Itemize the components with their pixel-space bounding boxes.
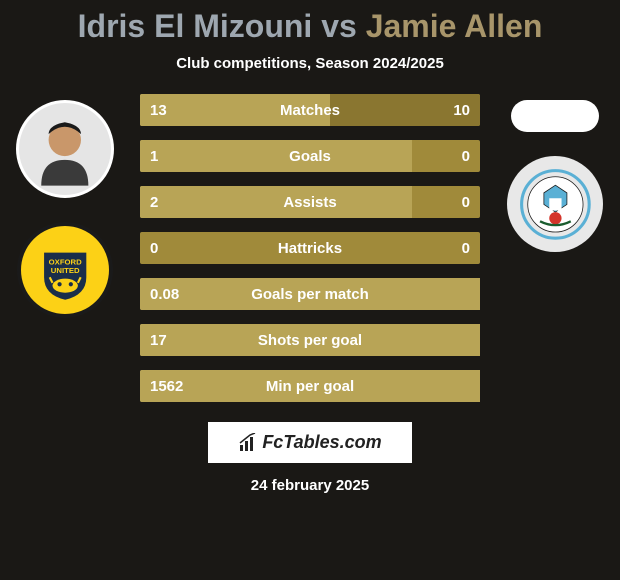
stat-row: 0.08Goals per match xyxy=(140,278,480,310)
stat-row: 1310Matches xyxy=(140,94,480,126)
player1-avatar xyxy=(16,100,114,198)
fctables-logo[interactable]: FcTables.com xyxy=(208,422,411,463)
logo-text: FcTables.com xyxy=(262,432,381,453)
stat-metric: Goals per match xyxy=(140,286,480,303)
player2-name: Jamie Allen xyxy=(366,8,543,44)
vs-text: vs xyxy=(321,8,357,44)
player1-club-badge: OXFORD UNITED xyxy=(17,222,113,318)
player1-name: Idris El Mizouni xyxy=(78,8,313,44)
player2-club-badge xyxy=(507,156,603,252)
comparison-card: Idris El Mizouni vs Jamie Allen Club com… xyxy=(0,0,620,580)
left-column: OXFORD UNITED xyxy=(10,94,120,318)
coventry-city-badge-icon xyxy=(517,166,594,243)
player1-avatar-icon xyxy=(28,112,102,186)
stat-row: 1562Min per goal xyxy=(140,370,480,402)
subtitle: Club competitions, Season 2024/2025 xyxy=(176,55,444,72)
stat-row: 17Shots per goal xyxy=(140,324,480,356)
date-text: 24 february 2025 xyxy=(251,477,369,494)
main-row: OXFORD UNITED 1310Matches 10Goals 20Assist… xyxy=(0,94,620,402)
stat-metric: Min per goal xyxy=(140,378,480,395)
stat-metric: Goals xyxy=(140,148,480,165)
player2-avatar xyxy=(511,100,599,132)
footer: FcTables.com 24 february 2025 xyxy=(208,422,411,494)
svg-text:OXFORD: OXFORD xyxy=(48,257,82,266)
page-title: Idris El Mizouni vs Jamie Allen xyxy=(78,8,543,45)
stat-row: 10Goals xyxy=(140,140,480,172)
svg-text:UNITED: UNITED xyxy=(51,266,80,275)
stat-metric: Hattricks xyxy=(140,240,480,257)
stat-metric: Shots per goal xyxy=(140,332,480,349)
stat-metric: Assists xyxy=(140,194,480,211)
stat-row: 20Assists xyxy=(140,186,480,218)
right-column xyxy=(500,94,610,252)
chart-icon xyxy=(238,433,258,453)
oxford-united-badge-icon: OXFORD UNITED xyxy=(30,235,100,305)
stat-metric: Matches xyxy=(140,102,480,119)
stat-bars: 1310Matches 10Goals 20Assists 00Hattricks 0.… xyxy=(140,94,480,402)
stat-row: 00Hattricks xyxy=(140,232,480,264)
